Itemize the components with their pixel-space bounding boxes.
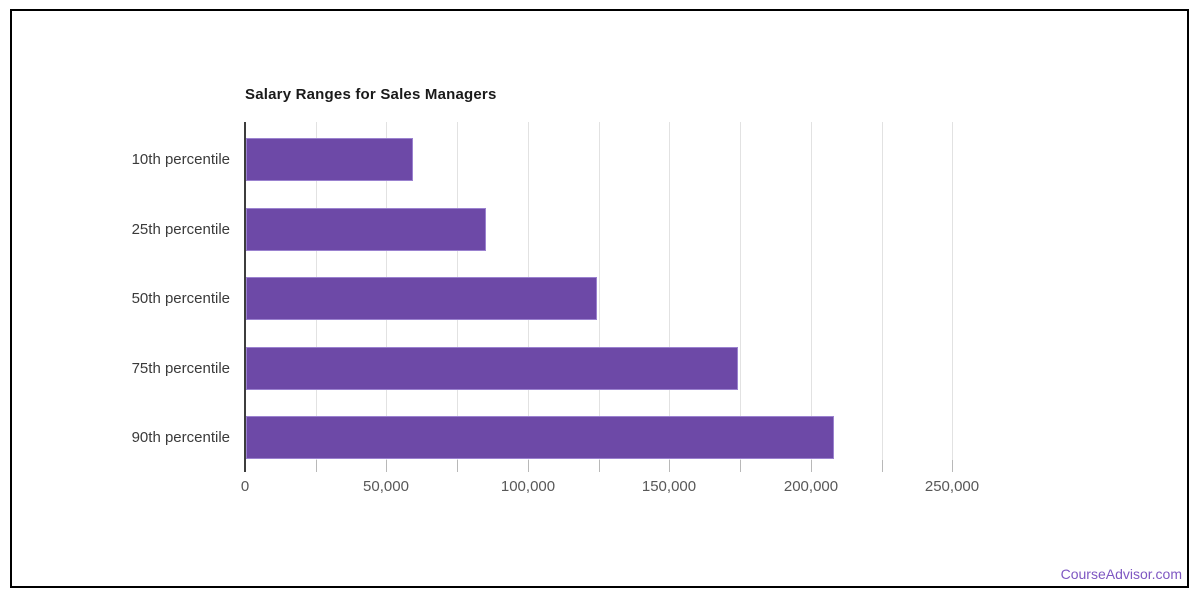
bar-25th [246, 208, 486, 251]
axis-tick [599, 460, 600, 472]
axis-tick [386, 460, 387, 472]
bar-50th [246, 277, 597, 320]
axis-tick [811, 460, 812, 472]
y-axis-label: 75th percentile [131, 360, 230, 377]
x-axis-label: 0 [240, 478, 250, 495]
gridline [599, 122, 600, 460]
plot-area [244, 122, 1015, 472]
x-axis-label: 100,000 [500, 478, 556, 495]
axis-tick [952, 460, 953, 472]
bar-10th [246, 138, 413, 181]
gridline [740, 122, 741, 460]
watermark-courseadvisor: CourseAdvisor.com [1060, 566, 1182, 582]
bar-75th [246, 347, 738, 390]
gridline [882, 122, 883, 460]
axis-tick [457, 460, 458, 472]
bar-90th [246, 416, 834, 459]
y-axis-label: 25th percentile [131, 221, 230, 238]
y-axis-line [244, 122, 246, 472]
gridline [952, 122, 953, 460]
x-axis-label: 50,000 [363, 478, 409, 495]
gridline [669, 122, 670, 460]
axis-tick [740, 460, 741, 472]
x-axis-label: 150,000 [641, 478, 697, 495]
x-axis-label: 200,000 [783, 478, 839, 495]
x-axis-label: 250,000 [924, 478, 980, 495]
y-axis-label: 50th percentile [131, 290, 230, 307]
axis-tick [882, 460, 883, 472]
axis-tick [669, 460, 670, 472]
y-axis-label: 10th percentile [131, 151, 230, 168]
y-axis-label: 90th percentile [131, 429, 230, 446]
axis-tick [316, 460, 317, 472]
gridline [811, 122, 812, 460]
chart-title: Salary Ranges for Sales Managers [245, 86, 497, 103]
axis-tick [528, 460, 529, 472]
